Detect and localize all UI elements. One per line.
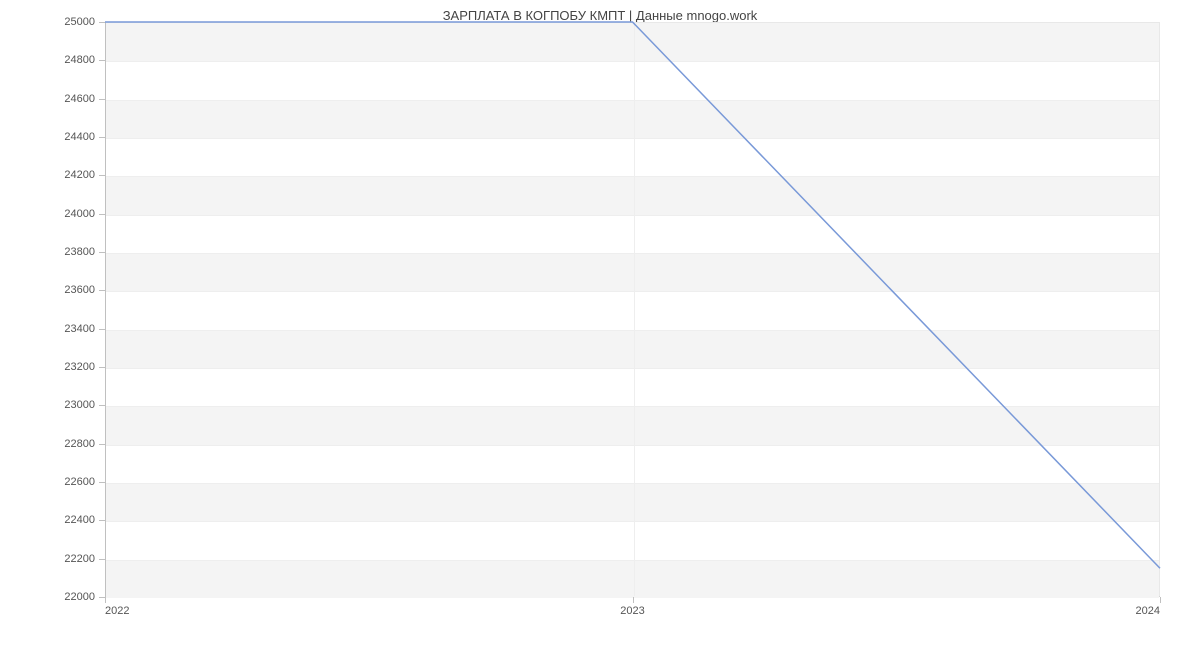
y-tick-label: 23200 bbox=[64, 361, 105, 373]
x-tick-label: 2023 bbox=[620, 597, 644, 617]
y-tick-label: 25000 bbox=[64, 16, 105, 28]
series-line bbox=[105, 22, 1160, 568]
chart-title: ЗАРПЛАТА В КОГПОБУ КМПТ | Данные mnogo.w… bbox=[0, 0, 1200, 23]
y-tick-label: 24600 bbox=[64, 93, 105, 105]
y-tick-label: 24200 bbox=[64, 169, 105, 181]
x-tick-label: 2024 bbox=[1136, 597, 1160, 617]
x-tick-mark bbox=[1160, 597, 1161, 603]
y-tick-label: 22600 bbox=[64, 476, 105, 488]
y-tick-label: 22000 bbox=[64, 591, 105, 603]
x-tick-label: 2022 bbox=[105, 597, 129, 617]
chart-plot-area: 2200022200224002260022800230002320023400… bbox=[105, 22, 1160, 597]
y-tick-label: 24400 bbox=[64, 131, 105, 143]
y-tick-label: 24000 bbox=[64, 208, 105, 220]
line-series bbox=[105, 22, 1160, 597]
y-tick-label: 23400 bbox=[64, 323, 105, 335]
y-tick-label: 22200 bbox=[64, 553, 105, 565]
y-tick-label: 24800 bbox=[64, 54, 105, 66]
y-tick-label: 23000 bbox=[64, 399, 105, 411]
y-tick-label: 23600 bbox=[64, 284, 105, 296]
y-tick-label: 22800 bbox=[64, 438, 105, 450]
y-tick-label: 22400 bbox=[64, 514, 105, 526]
y-tick-label: 23800 bbox=[64, 246, 105, 258]
